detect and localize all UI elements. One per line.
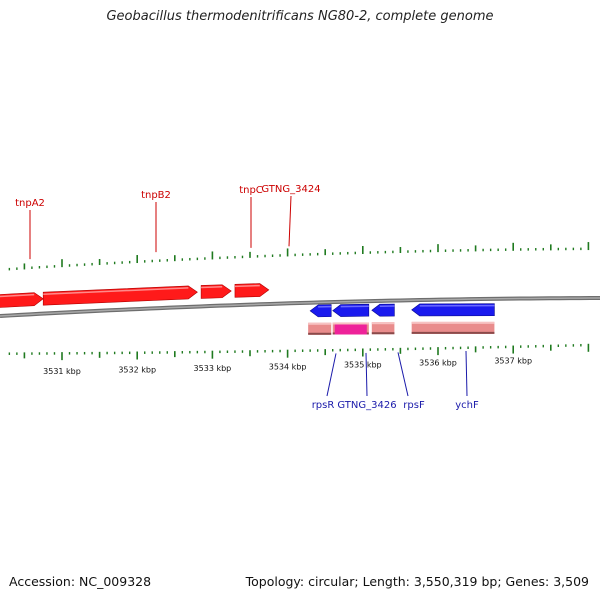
forward-gene-GTNG_3424 xyxy=(234,283,270,298)
feature-box-shadow xyxy=(411,331,495,334)
gene-label-tnpB2: tnpB2 xyxy=(141,190,171,201)
reverse-gene-rpsR xyxy=(309,304,332,318)
reverse-strand-track xyxy=(309,303,495,318)
gene-label-ychF: ychF xyxy=(455,400,479,411)
scale-label-track: 3531 kbp 3532 kbp 3533 kbp 3534 kbp 3535 kbp… xyxy=(43,357,532,376)
reverse-gene-ychF xyxy=(411,303,495,317)
reverse-feature-box-track xyxy=(308,321,495,335)
backbone-highlight xyxy=(0,297,600,317)
feature-box-shadow xyxy=(308,332,332,335)
scale-label-3534: 3534 kbp xyxy=(269,362,307,371)
reverse-gene-rpsF xyxy=(371,303,395,317)
scale-label-3531: 3531 kbp xyxy=(43,367,81,376)
feature-box-rpsR xyxy=(308,322,332,335)
forward-gene-shine xyxy=(0,293,35,298)
gene-label-GTNG_3424: GTNG_3424 xyxy=(261,184,320,195)
backbone-ring xyxy=(0,296,600,318)
callout-line-GTNG_3426 xyxy=(365,352,368,397)
forward-gene-shine xyxy=(43,287,189,295)
feature-box-highlight xyxy=(332,322,369,325)
forward-gene-shine xyxy=(201,285,223,289)
gene-label-tnpC: tnpC xyxy=(239,185,263,196)
scale-label-3535: 3535 kbp xyxy=(344,360,382,369)
gene-label-GTNG_3426: GTNG_3426 xyxy=(337,400,396,411)
accession-label: Accession: NC_009328 xyxy=(9,574,152,589)
feature-box-highlight xyxy=(308,322,332,325)
bottom-tick-track xyxy=(8,343,590,361)
gene-label-rpsR: rpsR xyxy=(312,400,335,411)
feature-box-highlight xyxy=(411,321,495,324)
callout-line-GTNG_3424 xyxy=(288,195,292,247)
callout-line-rpsF xyxy=(397,352,409,397)
gene-label-tnpA2: tnpA2 xyxy=(15,198,45,209)
callout-line-ychF xyxy=(465,351,468,397)
scale-label-3533: 3533 kbp xyxy=(194,364,232,373)
top-tick-track xyxy=(8,242,590,271)
feature-box-highlight xyxy=(371,322,395,325)
feature-box-ychF xyxy=(411,321,495,334)
rna-box-GTNG_3426 xyxy=(334,322,367,335)
scale-label-3532: 3532 kbp xyxy=(118,366,156,375)
genome-title: Geobacillus thermodenitrificans NG80-2, … xyxy=(106,9,494,24)
scale-label-3536: 3536 kbp xyxy=(419,359,457,368)
feature-box-shadow xyxy=(371,332,395,335)
forward-gene-shine xyxy=(234,284,260,288)
forward-strand-track xyxy=(0,283,270,308)
topology-label: Topology: circular; Length: 3,550,319 bp… xyxy=(245,574,589,589)
forward-gene-tnpB2 xyxy=(42,285,198,306)
forward-gene-tnpC xyxy=(200,284,232,299)
feature-box-rpsF xyxy=(371,322,395,335)
gene-label-rpsF: rpsF xyxy=(403,400,425,411)
scale-label-3537: 3537 kbp xyxy=(494,357,532,366)
callout-line-rpsR xyxy=(326,353,337,397)
